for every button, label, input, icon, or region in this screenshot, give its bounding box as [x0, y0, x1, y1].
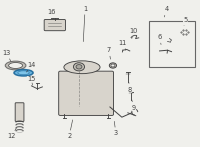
Ellipse shape: [5, 61, 26, 70]
Text: 6: 6: [157, 34, 162, 45]
Circle shape: [183, 31, 186, 33]
Ellipse shape: [9, 62, 23, 69]
Text: 7: 7: [107, 47, 111, 59]
Text: 16: 16: [47, 9, 56, 19]
Circle shape: [170, 49, 177, 55]
Text: 10: 10: [130, 28, 138, 39]
Text: 5: 5: [183, 17, 188, 26]
Bar: [149, 21, 195, 67]
FancyBboxPatch shape: [15, 103, 24, 121]
Text: 14: 14: [27, 62, 36, 72]
Text: 3: 3: [114, 121, 118, 136]
Circle shape: [111, 64, 115, 67]
Circle shape: [180, 29, 188, 35]
FancyBboxPatch shape: [44, 20, 65, 31]
Text: 9: 9: [132, 100, 136, 111]
Text: 1: 1: [83, 6, 87, 42]
Ellipse shape: [14, 70, 33, 76]
Text: 13: 13: [3, 50, 11, 62]
Circle shape: [73, 63, 85, 71]
Ellipse shape: [64, 61, 100, 74]
Circle shape: [109, 63, 116, 68]
Text: 15: 15: [27, 76, 36, 85]
Circle shape: [76, 65, 82, 69]
Text: 8: 8: [128, 82, 132, 92]
Text: 4: 4: [164, 6, 169, 17]
Text: 2: 2: [67, 120, 73, 139]
Circle shape: [172, 50, 175, 53]
Text: 12: 12: [7, 128, 16, 139]
FancyBboxPatch shape: [59, 71, 114, 115]
Ellipse shape: [18, 71, 29, 75]
Text: 11: 11: [119, 40, 127, 50]
